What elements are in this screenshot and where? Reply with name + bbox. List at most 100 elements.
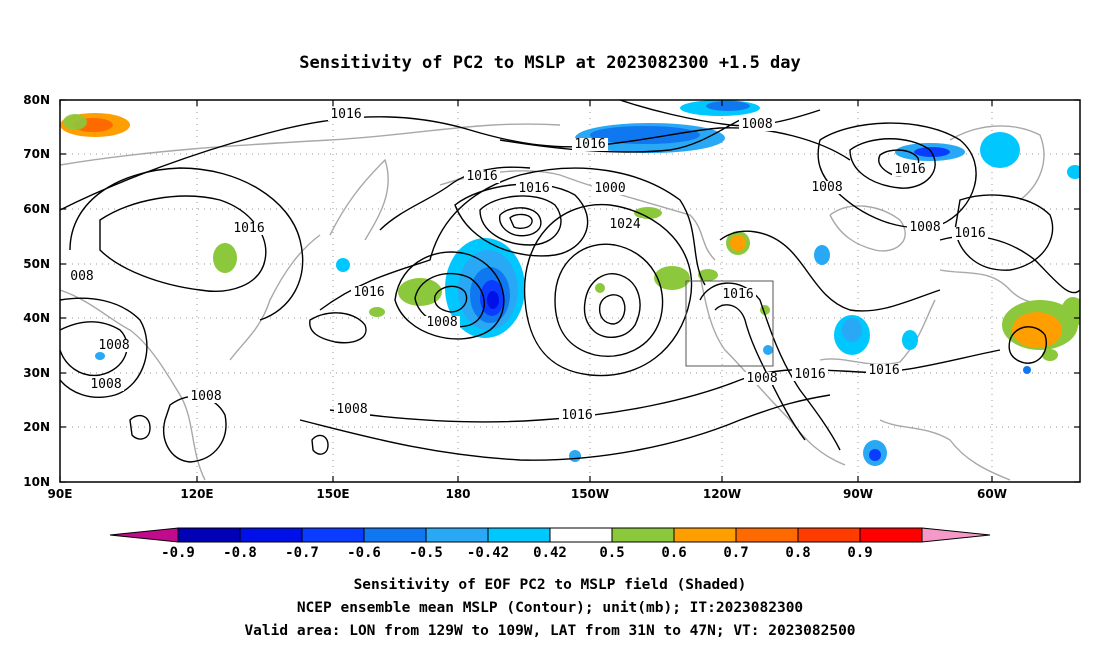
coastline-caribbean: [879, 419, 1011, 481]
contour-high-pacific-core: [598, 294, 626, 325]
contour-label: 1016: [574, 137, 605, 152]
positive-anomaly-west-siberia: [60, 113, 130, 137]
colorbar-swatch: [673, 527, 737, 543]
contour-label: 1008: [336, 402, 367, 417]
coastline-hudson-bay: [829, 205, 906, 252]
contour-1016-central: [379, 166, 531, 231]
contour-high-pacific-outer: [523, 203, 693, 377]
contour-label-bg: [334, 403, 370, 416]
contour-label: 1016: [868, 363, 899, 378]
latitude-label: 70N: [23, 147, 50, 161]
contour-label-bg: [720, 288, 756, 301]
coastline-kamchatka: [329, 158, 389, 241]
contour-label-bg: [739, 118, 775, 131]
latitude-label: 80N: [23, 93, 50, 107]
colorbar-label: -0.8: [223, 545, 257, 561]
colorbar-swatch: [797, 527, 861, 543]
colorbar-right-arrow: [921, 527, 991, 543]
contour-label: 1016: [561, 408, 592, 423]
colorbar-swatch: [177, 527, 241, 543]
colorbar-label: -0.42: [467, 545, 509, 561]
latitude-label: 20N: [23, 420, 50, 434]
caption-line-3: Valid area: LON from 129W to 109W, LAT f…: [244, 623, 855, 639]
colorbar-label: 0.6: [661, 545, 686, 561]
contour-1016-tropics: [299, 394, 831, 461]
contour-1008-east-asia: [60, 321, 128, 377]
valid-area-box: [685, 280, 774, 367]
colorbar-label: -0.6: [347, 545, 381, 561]
contour-label-bg: [809, 181, 845, 194]
contour-label-bg: [952, 227, 988, 240]
colorbar-label: -0.9: [161, 545, 195, 561]
contour-label-bg: [744, 372, 780, 385]
contour-label-bg: [351, 286, 387, 299]
colorbar-left-arrow: [109, 527, 179, 543]
contour-high-pacific-inner: [583, 273, 641, 338]
colorbar-swatch: [549, 527, 613, 543]
contour-label: 1008: [190, 389, 221, 404]
colorbar-swatch: [301, 527, 365, 543]
contour-label: 1008: [741, 117, 772, 132]
contour-label: 1016: [233, 221, 264, 236]
contour-1016-arctic: [499, 119, 741, 153]
longitude-label: 150E: [316, 487, 349, 501]
colorbar-label: 0.9: [847, 545, 872, 561]
contour-1008-east-asia-outer: [60, 297, 148, 398]
contour-label-bg: [559, 409, 595, 422]
contour-label: 1016: [466, 169, 497, 184]
coastline-korea-japan: [229, 234, 321, 361]
colorbar-labels: -0.9 -0.8 -0.7 -0.6 -0.5 -0.42 0.42 0.5 0.6 0.7 0.…: [161, 545, 873, 561]
contour-1016-pacific: [319, 167, 706, 311]
negative-anomaly-north-america: [95, 245, 1031, 466]
contour-label: 1024: [609, 217, 640, 232]
contour-label: 1016: [954, 226, 985, 241]
contour-1016-asia-outer: [69, 167, 304, 321]
contour-label-bg: [907, 221, 943, 234]
longitude-label: 120E: [180, 487, 213, 501]
contour-low-pacific-outer: [394, 251, 505, 340]
contour-label-bg: [96, 339, 132, 352]
longitude-label: 120W: [703, 487, 741, 501]
contour-1016-atlantic: [954, 194, 1054, 271]
contour-low-pacific-inner: [433, 285, 468, 313]
longitude-label: 90W: [843, 487, 873, 501]
latitude-label: 60N: [23, 202, 50, 216]
colorbar-swatch: [487, 527, 551, 543]
contour-label: 1016: [894, 162, 925, 177]
contour-1008-small-2: [311, 434, 329, 455]
contour-1016-pacific-low: [309, 312, 367, 344]
colorbar-swatch: [363, 527, 427, 543]
latitude-label: 50N: [23, 257, 50, 271]
positive-anomaly-atlantic: [760, 297, 1080, 361]
contour-label-bg: [88, 378, 124, 391]
contour-label: 1016: [353, 285, 384, 300]
latitude-labels: 80N 70N 60N 50N 40N 30N 20N 10N: [23, 93, 50, 489]
latitude-label: 30N: [23, 366, 50, 380]
map-panel: 1016 1008 1016 1016 1016 1000 1008 1016 1008 1016…: [23, 93, 1081, 501]
contour-label-bg: [592, 182, 628, 195]
axis-ticks: [59, 99, 1080, 483]
colorbar-swatch: [859, 527, 923, 543]
coastline-siberia-arctic: [60, 123, 561, 166]
longitude-label: 180: [445, 487, 470, 501]
coastline-gulf-of-mexico: [819, 299, 936, 366]
caption-line-2: NCEP ensemble mean MSLP (Contour); unit(…: [297, 600, 803, 616]
contour-label-bg: [572, 138, 608, 151]
contour-high-pacific-mid: [554, 243, 664, 357]
contour-1008-small-1: [129, 414, 151, 440]
contour-low-bering-outer: [454, 183, 589, 257]
contour-1000-low: [849, 138, 936, 189]
colorbar: [109, 527, 991, 543]
contour-label: 1008: [746, 371, 777, 386]
contour-label: 1008: [426, 315, 457, 330]
contour-label: 1016: [794, 367, 825, 382]
longitude-label: 150W: [571, 487, 609, 501]
contour-label: 1008: [811, 180, 842, 195]
contour-1008-westcoast: [714, 304, 806, 441]
coastline-greenland: [949, 125, 1045, 201]
colorbar-swatch: [611, 527, 675, 543]
contour-labels: 1016 1008 1016 1016 1016 1000 1008 1016 1008 1016…: [68, 107, 988, 423]
contour-1016-asia: [99, 195, 267, 292]
contour-1016-westcoast: [699, 282, 841, 451]
